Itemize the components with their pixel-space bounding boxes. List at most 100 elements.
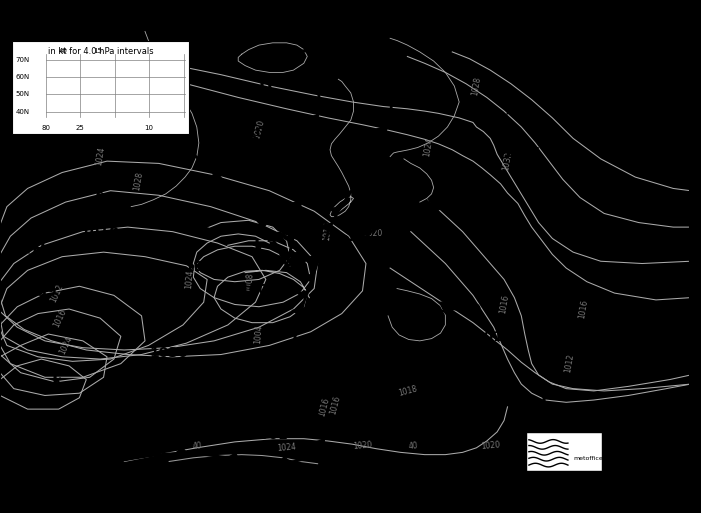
Wedge shape: [213, 168, 231, 179]
Polygon shape: [308, 115, 318, 123]
Wedge shape: [468, 303, 480, 314]
Text: L: L: [95, 182, 105, 200]
Polygon shape: [283, 342, 294, 350]
Text: L: L: [51, 371, 62, 389]
Polygon shape: [376, 126, 387, 134]
Polygon shape: [253, 457, 264, 464]
Polygon shape: [202, 449, 213, 456]
Text: 40: 40: [191, 441, 202, 451]
Polygon shape: [308, 80, 318, 88]
Polygon shape: [308, 257, 319, 265]
Bar: [526, 432, 602, 470]
Text: L: L: [489, 286, 499, 305]
Bar: [13, 41, 189, 134]
Text: 1008: 1008: [245, 272, 255, 292]
Polygon shape: [50, 50, 61, 57]
Text: 1001: 1001: [240, 283, 278, 297]
Wedge shape: [313, 244, 328, 255]
Polygon shape: [292, 308, 302, 315]
Polygon shape: [287, 325, 298, 333]
Polygon shape: [369, 143, 381, 151]
Text: 1016: 1016: [322, 222, 333, 242]
Wedge shape: [180, 140, 198, 150]
Polygon shape: [283, 235, 294, 243]
Text: 1028: 1028: [470, 76, 482, 96]
Polygon shape: [231, 188, 243, 195]
Text: 1034: 1034: [502, 146, 540, 160]
Text: 60N: 60N: [16, 74, 30, 80]
Wedge shape: [334, 234, 350, 246]
Text: 40: 40: [58, 48, 67, 54]
Text: L: L: [264, 384, 275, 402]
Text: 15: 15: [93, 48, 102, 54]
Wedge shape: [454, 194, 466, 206]
Text: 1016: 1016: [498, 294, 510, 315]
Text: 1024: 1024: [184, 269, 195, 289]
Polygon shape: [198, 159, 210, 166]
Wedge shape: [26, 34, 41, 46]
Wedge shape: [243, 200, 261, 209]
Polygon shape: [306, 406, 317, 413]
Polygon shape: [281, 253, 292, 261]
Text: 1012: 1012: [48, 283, 64, 304]
Polygon shape: [294, 183, 305, 191]
Text: 1020: 1020: [480, 440, 501, 451]
Polygon shape: [383, 92, 392, 100]
Polygon shape: [314, 422, 324, 429]
Text: 40: 40: [408, 441, 418, 451]
Wedge shape: [268, 232, 287, 241]
Polygon shape: [74, 462, 85, 469]
Text: 10: 10: [144, 125, 154, 131]
Text: H: H: [259, 82, 273, 100]
Text: 1020: 1020: [353, 440, 372, 451]
Text: 50N: 50N: [16, 91, 30, 97]
Polygon shape: [314, 439, 324, 447]
Polygon shape: [150, 449, 161, 456]
Wedge shape: [403, 207, 417, 219]
Text: 1016: 1016: [318, 397, 332, 417]
Polygon shape: [306, 63, 316, 71]
Text: 1020: 1020: [252, 119, 266, 140]
Wedge shape: [428, 199, 441, 211]
Text: L: L: [540, 393, 551, 411]
Text: L: L: [198, 216, 209, 234]
Polygon shape: [320, 223, 332, 231]
Text: 1020: 1020: [363, 229, 383, 239]
Polygon shape: [379, 57, 390, 66]
Text: 1039: 1039: [19, 285, 57, 299]
Text: in kt for 4.0 hPa intervals: in kt for 4.0 hPa intervals: [48, 47, 154, 56]
Polygon shape: [304, 132, 315, 140]
Text: 1013: 1013: [475, 330, 513, 344]
Polygon shape: [376, 41, 386, 49]
Text: H: H: [515, 102, 529, 120]
Text: 990: 990: [42, 415, 71, 428]
Text: 1016: 1016: [364, 153, 402, 167]
Polygon shape: [382, 75, 392, 83]
Text: 1004: 1004: [254, 324, 264, 344]
Polygon shape: [228, 453, 239, 460]
Polygon shape: [291, 201, 301, 209]
Wedge shape: [356, 225, 372, 236]
Polygon shape: [293, 391, 304, 398]
Polygon shape: [48, 466, 60, 472]
Text: 1032: 1032: [501, 151, 514, 171]
Text: 25: 25: [76, 125, 85, 131]
Text: 1024: 1024: [422, 137, 434, 157]
Polygon shape: [124, 453, 135, 460]
Text: 1001: 1001: [184, 260, 223, 274]
Text: 1018: 1018: [397, 384, 418, 398]
Text: 1007: 1007: [526, 438, 565, 451]
Text: 1024: 1024: [94, 146, 107, 167]
Polygon shape: [5, 28, 15, 35]
Text: 1027: 1027: [247, 126, 285, 140]
Polygon shape: [176, 447, 187, 453]
Text: 1016: 1016: [578, 299, 590, 319]
Polygon shape: [283, 375, 292, 382]
Text: 70N: 70N: [16, 56, 30, 63]
Text: 1018: 1018: [81, 226, 120, 240]
Wedge shape: [292, 253, 306, 265]
Polygon shape: [22, 468, 34, 475]
Polygon shape: [315, 240, 326, 248]
Polygon shape: [304, 452, 314, 459]
Polygon shape: [0, 471, 8, 478]
